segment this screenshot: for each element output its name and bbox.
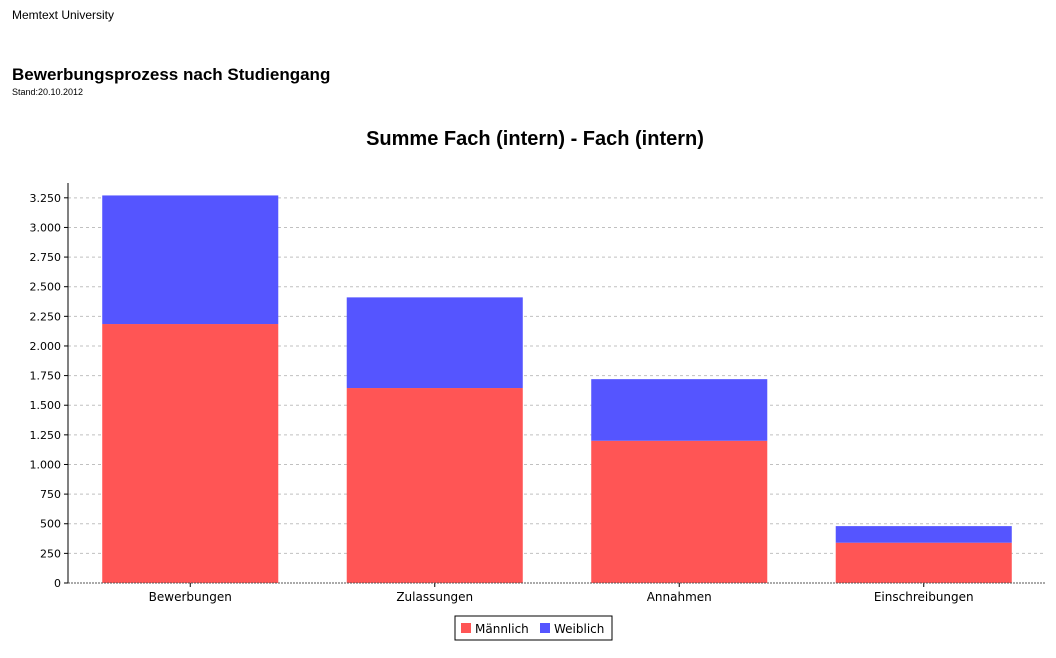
y-tick-label: 1.500 [30, 399, 62, 412]
report-date: Stand:20.10.2012 [12, 87, 84, 97]
bar-einschreibungen-maennlich [835, 542, 1012, 583]
x-tick-label: Zulassungen [396, 590, 473, 604]
bar-bewerbungen-maennlich [102, 324, 279, 583]
legend-box [454, 615, 613, 641]
x-tick-label: Einschreibungen [874, 590, 974, 604]
y-tick-label: 500 [40, 518, 61, 531]
y-tick-label: 1.750 [30, 370, 62, 383]
bar-annahmen-maennlich [591, 440, 768, 583]
y-tick-label: 2.500 [30, 281, 62, 294]
chart-title: Summe Fach (intern) - Fach (intern) [366, 128, 704, 150]
y-tick-label: 2.250 [30, 310, 62, 323]
x-tick-label: Annahmen [647, 590, 712, 604]
legend-label: Männlich [475, 622, 529, 636]
bar-zulassungen-maennlich [346, 388, 523, 583]
axes: 0 250 500 750 1.000 1.250 1.500 1.750 2.000 2.250… [30, 183, 1046, 604]
bar-annahmen-weiblich [591, 379, 768, 441]
legend-swatch [461, 623, 471, 633]
organization-name: Memtext University [12, 8, 115, 22]
y-tick-label: 750 [40, 488, 61, 501]
y-tick-label: 2.750 [30, 251, 62, 264]
y-tick-label: 1.250 [30, 429, 62, 442]
x-tick-label: Bewerbungen [149, 590, 232, 604]
y-tick-label: 250 [40, 547, 61, 560]
legend-swatch [540, 623, 550, 633]
legend-label: Weiblich [554, 622, 604, 636]
bar-einschreibungen-weiblich [835, 526, 1012, 543]
y-tick-label: 0 [54, 577, 61, 590]
bars [102, 195, 1012, 583]
report-title: Bewerbungsprozess nach Studiengang [12, 65, 331, 84]
bar-zulassungen-weiblich [346, 297, 523, 389]
y-tick-label: 1.000 [30, 458, 62, 471]
bar-bewerbungen-weiblich [102, 195, 279, 325]
y-tick-label: 3.250 [30, 192, 62, 205]
y-tick-label: 3.000 [30, 221, 62, 234]
y-tick-label: 2.000 [30, 340, 62, 353]
legend: Männlich Weiblich [454, 615, 613, 641]
